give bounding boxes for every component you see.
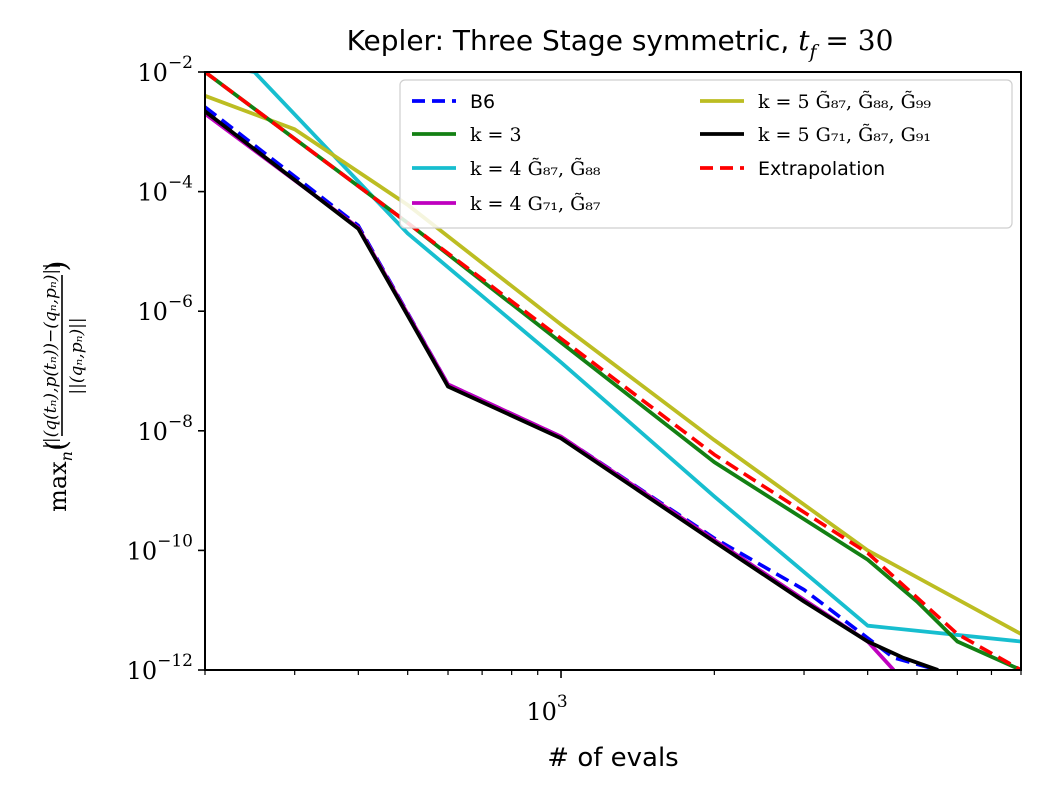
y-tick-label: 10−10 xyxy=(127,531,193,565)
x-tick-label: 103 xyxy=(526,692,567,726)
plot-frame xyxy=(204,71,1022,671)
legend-box xyxy=(399,79,1013,229)
y-tick-label: 10−4 xyxy=(137,173,193,207)
chart-title: Kepler: Three Stage symmetric, tf = 30 xyxy=(347,24,894,63)
legend: B6 k = 3 k = 4 G̃₈₇, G̃₈₈ k = 4 G₇₁, G̃₈₇ k … xyxy=(399,79,1013,229)
series-line: k = 5 G̃87, G̃88, G̃99 xyxy=(205,94,1021,636)
x-axis-label: # of evals xyxy=(547,743,678,773)
series-line: k = 5 G71, G̃87, G91 xyxy=(205,109,939,670)
legend-label: k = 5 G₇₁, G̃₈₇, G₉₁ xyxy=(758,124,931,146)
legend-label: Extrapolation xyxy=(758,158,885,180)
y-tick-label: 10−8 xyxy=(137,412,193,446)
svg-text:maxn(: maxn( xyxy=(40,440,76,512)
series-line: k = 4 G̃87, G̃88 xyxy=(243,72,1021,644)
legend-label: k = 4 G₇₁, G̃₈₇ xyxy=(470,193,601,215)
svg-text:): ) xyxy=(40,261,73,272)
svg-text:||(qₙ,pₙ)||: ||(qₙ,pₙ)|| xyxy=(67,317,87,394)
y-tick-label: 10−2 xyxy=(137,53,193,87)
y-tick-label: 10−6 xyxy=(137,292,193,326)
y-tick-label: 10−12 xyxy=(127,651,193,685)
legend-label: k = 5 G̃₈₇, G̃₈₈, G̃₉₉ xyxy=(758,91,931,113)
legend-label: B6 xyxy=(470,91,495,113)
legend-label: k = 4 G̃₈₇, G̃₈₈ xyxy=(470,158,601,180)
svg-text:||(q(tₙ),p(tₙ))−(qₙ,pₙ)||: ||(q(tₙ),p(tₙ))−(qₙ,pₙ)|| xyxy=(41,263,61,449)
y-axis-label: maxn( ||(q(tₙ),p(tₙ))−(qₙ,pₙ)|| ||(qₙ,pₙ… xyxy=(40,261,87,512)
legend-label: k = 3 xyxy=(470,124,522,146)
